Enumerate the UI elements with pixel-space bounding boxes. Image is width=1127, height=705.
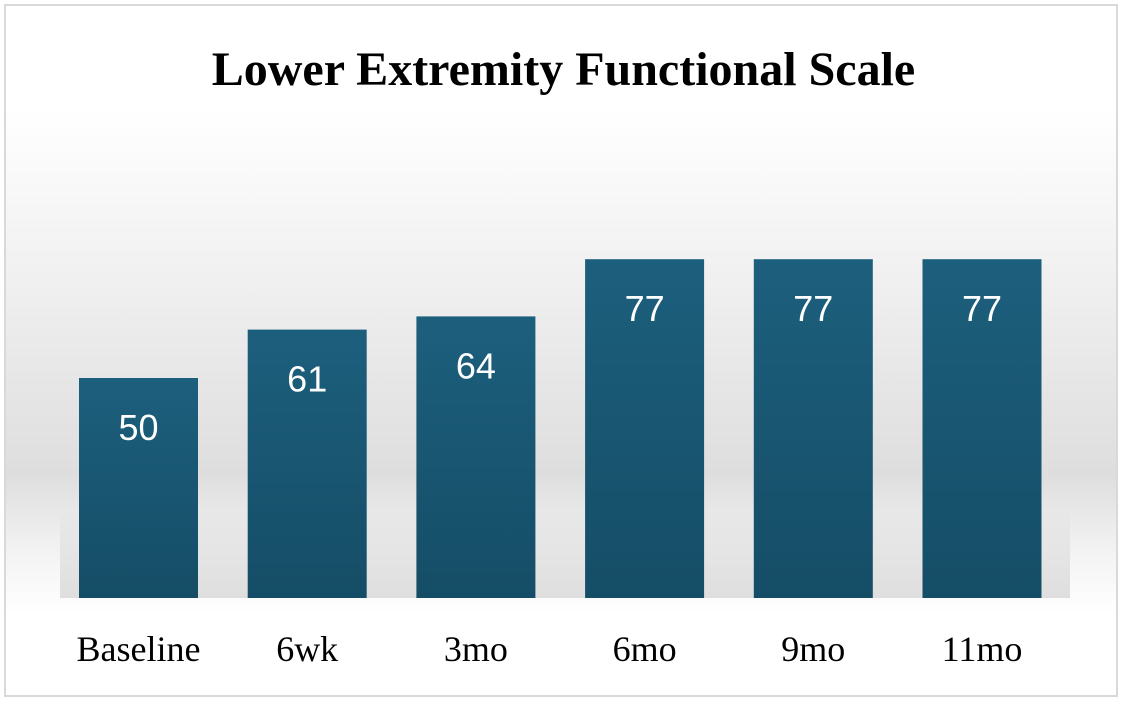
data-label-9mo: 77 xyxy=(793,288,833,329)
bar-6wk xyxy=(247,329,367,598)
bar-baseline xyxy=(79,378,198,598)
chart-title: Lower Extremity Functional Scale xyxy=(211,43,916,96)
data-label-6mo: 77 xyxy=(625,288,665,329)
bar-3mo xyxy=(416,316,536,598)
bar-11mo xyxy=(922,259,1042,598)
data-label-11mo: 77 xyxy=(962,288,1002,329)
bars-group xyxy=(79,259,1042,598)
data-labels-group: 50 61 64 77 77 77 xyxy=(118,288,1002,448)
data-label-6wk: 61 xyxy=(287,359,327,400)
x-tick-label-3mo: 3mo xyxy=(444,629,508,669)
x-tick-labels-group: Baseline 6wk 3mo 6mo 9mo 11mo xyxy=(77,629,1023,669)
floor-shadow xyxy=(60,510,1070,598)
x-tick-label-baseline: Baseline xyxy=(77,629,201,669)
bar-6mo xyxy=(585,259,705,598)
data-label-baseline: 50 xyxy=(118,407,158,448)
x-tick-label-6wk: 6wk xyxy=(276,629,338,669)
bar-9mo xyxy=(753,259,873,598)
x-tick-label-11mo: 11mo xyxy=(942,629,1023,669)
x-tick-label-6mo: 6mo xyxy=(613,629,677,669)
data-label-3mo: 64 xyxy=(456,345,496,386)
x-tick-label-9mo: 9mo xyxy=(781,629,845,669)
